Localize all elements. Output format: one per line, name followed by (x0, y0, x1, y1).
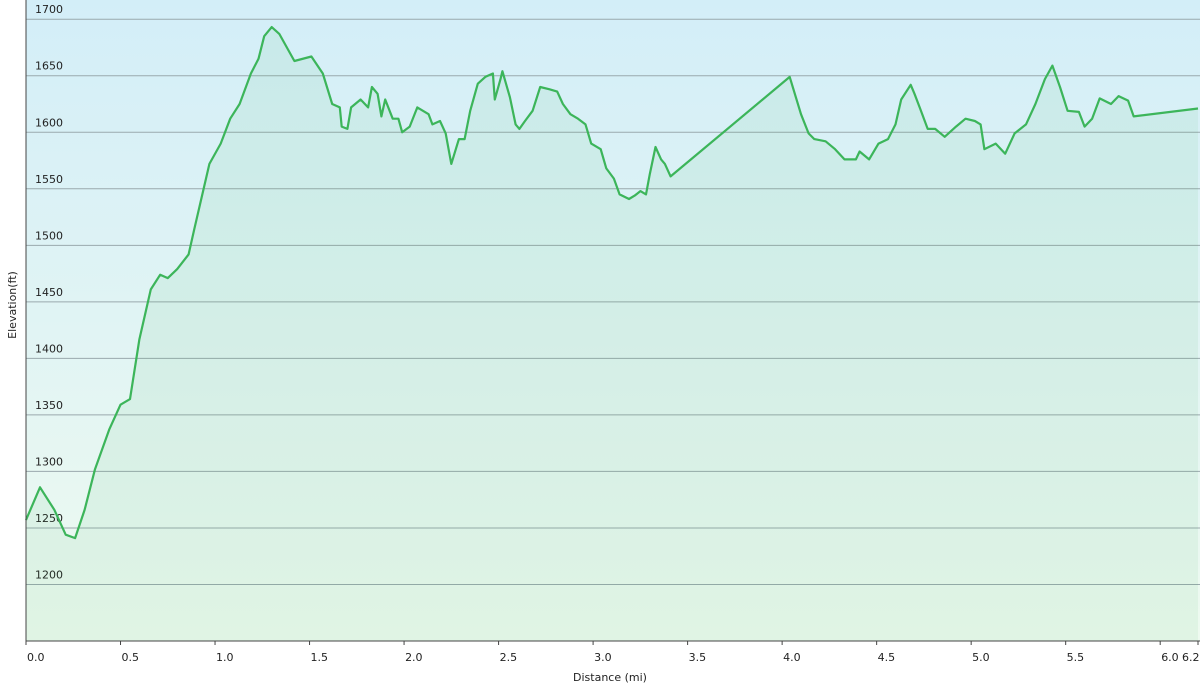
y-tick-label: 1650 (35, 60, 63, 73)
x-tick-label: 2.0 (405, 651, 423, 664)
y-tick-label: 1500 (35, 229, 63, 242)
x-tick-label: 6.2 (1182, 651, 1200, 664)
x-tick-label: 5.0 (972, 651, 990, 664)
plot-background (26, 0, 1200, 641)
elevation-line (24, 26, 1199, 540)
x-tick-label: 6.0 (1161, 651, 1179, 664)
y-tick-label: 1550 (35, 173, 63, 186)
y-tick-label: 1700 (35, 3, 63, 16)
x-tick-label: 4.5 (878, 651, 896, 664)
x-tick-label: 1.5 (311, 651, 329, 664)
x-tick-label: 0.5 (122, 651, 140, 664)
y-tick-label: 1200 (35, 568, 63, 581)
x-tick-label: 3.0 (594, 651, 612, 664)
y-tick-label: 1350 (35, 399, 63, 412)
area-fill (26, 27, 1198, 642)
x-tick-label: 4.0 (783, 651, 801, 664)
y-tick-label: 1300 (35, 455, 63, 468)
y-axis-title: Elevation(ft) (6, 271, 19, 339)
y-tick-label: 1600 (35, 116, 63, 129)
x-tick-label: 3.5 (689, 651, 707, 664)
x-tick-label: 5.5 (1067, 651, 1085, 664)
x-tick-label: 1.0 (216, 651, 234, 664)
y-tick-label: 1400 (35, 342, 63, 355)
x-axis-title: Distance (mi) (573, 671, 647, 684)
x-tick-label: 0.0 (27, 651, 45, 664)
y-tick-label: 1450 (35, 286, 63, 299)
x-tick-label: 2.5 (500, 651, 518, 664)
